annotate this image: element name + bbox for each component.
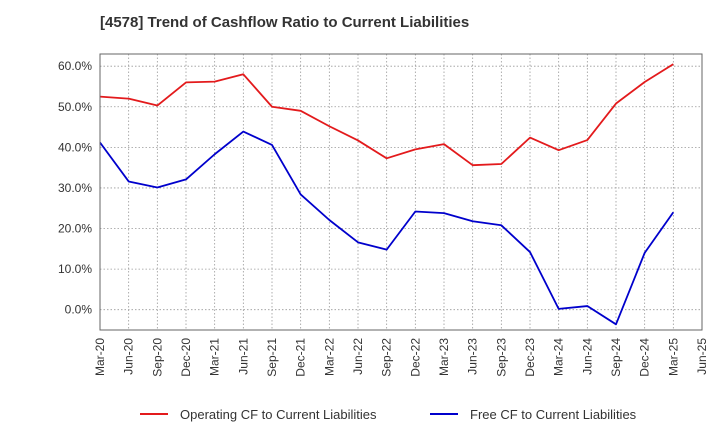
x-tick-label: Mar-22 [322, 338, 336, 376]
x-tick-label: Mar-24 [552, 338, 566, 376]
y-tick-label: 10.0% [58, 262, 92, 276]
x-tick-label: Jun-25 [695, 338, 709, 375]
x-tick-label: Dec-21 [294, 338, 308, 377]
x-tick-label: Mar-20 [93, 338, 107, 376]
x-tick-label: Jun-21 [236, 338, 250, 375]
legend-label-1: Operating CF to Current Liabilities [180, 407, 377, 422]
x-tick-label: Sep-21 [265, 338, 279, 377]
y-tick-label: 50.0% [58, 100, 92, 114]
y-axis-ticks: 0.0% 10.0% 20.0% 30.0% 40.0% 50.0% 60.0% [58, 59, 92, 317]
x-axis-ticks: Mar-20 Jun-20 Sep-20 Dec-20 Mar-21 Jun-21 Sep-… [93, 338, 709, 377]
x-tick-label: Mar-21 [208, 338, 222, 376]
series-layer [99, 63, 675, 326]
grid-layer [100, 54, 702, 330]
series-line-1 [99, 63, 674, 167]
y-tick-label: 40.0% [58, 140, 92, 154]
y-tick-label: 60.0% [58, 59, 92, 73]
y-tick-label: 30.0% [58, 181, 92, 195]
x-tick-label: Dec-23 [523, 338, 537, 377]
series-line-2 [99, 130, 675, 326]
x-tick-label: Jun-23 [466, 338, 480, 375]
x-tick-label: Mar-23 [437, 338, 451, 376]
y-tick-label: 0.0% [65, 303, 93, 317]
x-tick-label: Sep-24 [609, 338, 623, 377]
x-tick-label: Jun-20 [122, 338, 136, 375]
x-tick-label: Jun-22 [351, 338, 365, 375]
x-tick-label: Dec-22 [408, 338, 422, 377]
y-tick-label: 20.0% [58, 222, 92, 236]
plot-frame [99, 53, 703, 331]
chart-title: [4578] Trend of Cashflow Ratio to Curren… [100, 14, 470, 31]
legend: Operating CF to Current Liabilities Free … [140, 407, 637, 422]
x-tick-label: Sep-22 [380, 338, 394, 377]
x-tick-label: Dec-20 [179, 338, 193, 377]
x-tick-label: Sep-20 [150, 338, 164, 377]
x-tick-label: Sep-23 [494, 338, 508, 377]
x-tick-label: Jun-24 [580, 338, 594, 375]
legend-label-2: Free CF to Current Liabilities [470, 407, 637, 422]
x-tick-label: Mar-25 [666, 338, 680, 376]
x-tick-label: Dec-24 [638, 338, 652, 377]
